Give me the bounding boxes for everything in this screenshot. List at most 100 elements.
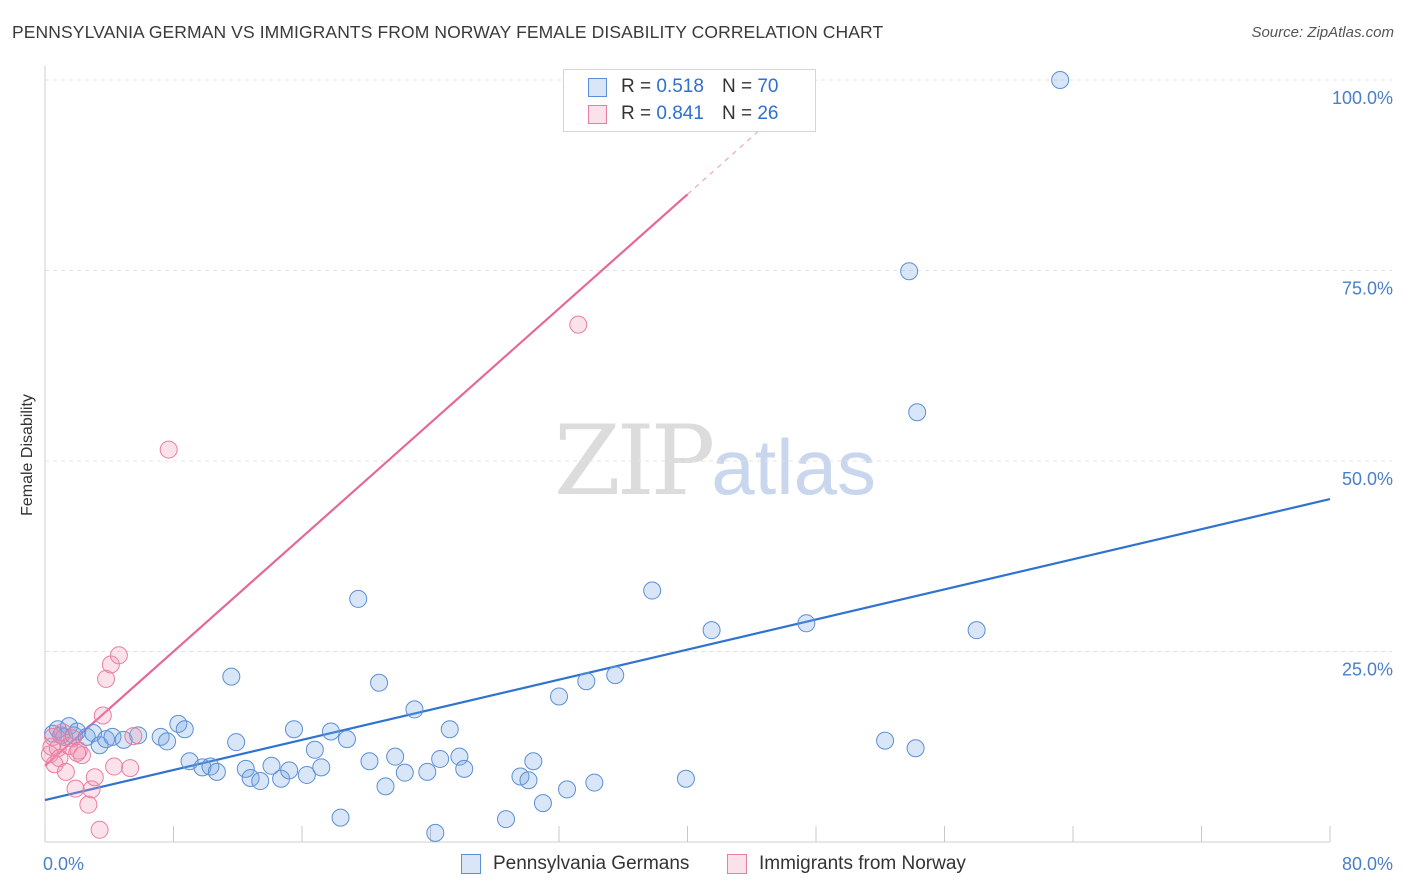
pennsylvania-german-point [440,720,459,739]
pennsylvania-german-point [533,794,552,813]
pennsylvania-german-point [241,768,260,787]
pennsylvania-german-point [908,403,927,422]
watermark: ZIPatlas [554,405,876,517]
norway-immigrant-point [124,727,143,746]
norway-immigrant-point [105,757,124,776]
norway-immigrant-point [109,646,128,665]
legend-n-label: N = [721,76,753,97]
pennsylvania-german-point [1051,71,1070,89]
pennsylvania-german-point [321,722,340,741]
norway-immigrant-point [569,315,588,334]
chart-title: PENNSYLVANIA GERMAN VS IMMIGRANTS FROM N… [12,22,884,42]
pennsylvania-german-point [207,762,226,781]
norway-immigrant-trend-line [44,193,689,767]
norway-immigrant-point [79,795,98,814]
norway-immigrant-point [72,746,91,765]
pennsylvania-german-point [606,666,625,685]
y-tick-label: 50.0% [1342,469,1393,489]
legend-swatch-blue [588,77,607,97]
bottom-legend-swatch-pink [727,854,747,874]
norway-immigrant-point [68,743,87,762]
pennsylvania-german-point [297,765,316,784]
legend-row-pennsylvania-germans: R = 0.518 N = 70 [588,76,778,98]
legend-r-label: R = [621,103,652,124]
grid-lines [45,79,1392,652]
norway-immigrant-point [90,820,109,839]
y-tick-label: 100.0% [1332,88,1393,108]
pennsylvania-german-point [386,747,405,766]
pennsylvania-german-point [360,752,379,771]
pennsylvania-german-point [151,727,170,746]
tick-labels: 25.0% 50.0% 75.0% 100.0% 0.0% 80.0% [43,88,1393,874]
bottom-legend-immigrants-from-norway: Immigrants from Norway [727,852,966,876]
pennsylvania-german-point [129,726,148,745]
pennsylvania-german-point [349,589,368,608]
pennsylvania-german-point [426,823,445,842]
pennsylvania-german-point [370,673,389,692]
bottom-legend-label: Pennsylvania Germans [493,853,690,874]
pennsylvania-german-point [906,739,925,758]
norway-immigrant-point [121,759,140,778]
pennsylvania-german-point [643,581,662,600]
pennsylvania-german-point [284,720,303,739]
pennsylvania-german-point [395,763,414,782]
pennsylvania-german-point [236,759,255,778]
pennsylvania-german-point [305,740,324,759]
pennsylvania-german-point [876,731,895,750]
data-points [40,71,1070,842]
pennsylvania-german-point [405,700,424,719]
trend-lines [44,79,1331,802]
pennsylvania-german-point [312,758,331,777]
legend-n-value: 26 [757,103,779,124]
pennsylvania-german-point [431,749,450,768]
pennsylvania-german-trend-line [44,498,1331,802]
pennsylvania-german-point [558,780,577,799]
pennsylvania-german-point [676,769,695,788]
pennsylvania-german-point [222,667,241,686]
legend-r-value: 0.518 [656,76,704,97]
norway-immigrant-point [56,762,75,781]
legend-n-value: 70 [757,76,779,97]
pennsylvania-german-point [158,732,177,751]
y-tick-label: 25.0% [1342,660,1393,680]
pennsylvania-german-point [103,727,122,746]
x-tick-label-max: 80.0% [1342,854,1393,874]
watermark-atlas: atlas [711,423,876,511]
pennsylvania-german-point [262,756,281,775]
pennsylvania-german-point [280,761,299,780]
pennsylvania-german-point [524,752,543,771]
legend-n-label: N = [721,103,753,124]
pennsylvania-german-point [577,672,596,691]
norway-immigrant-point [97,669,116,688]
pennsylvania-german-point [519,771,538,790]
norway-immigrant-point [66,779,85,798]
axes [44,66,1331,843]
pennsylvania-german-point [376,777,395,796]
pennsylvania-german-point [702,621,721,640]
norway-immigrant-point [93,706,112,725]
pennsylvania-german-point [114,730,133,749]
legend-swatch-pink [588,104,607,124]
pennsylvania-german-point [797,614,816,633]
legend-r-label: R = [621,76,652,97]
source-label: Source: ZipAtlas.com [1251,24,1394,41]
pennsylvania-german-point [967,621,986,640]
pennsylvania-german-point [550,687,568,706]
pennsylvania-german-point [585,773,604,792]
correlation-legend: R = 0.518 N = 70 R = 0.841 N = 26 [563,69,816,132]
bottom-legend-label: Immigrants from Norway [759,853,966,874]
pennsylvania-german-point [251,772,270,791]
pennsylvania-german-point [227,733,246,752]
norway-immigrant-point [85,768,104,787]
x-tick-label-min: 0.0% [43,854,84,874]
pennsylvania-german-point [496,810,515,829]
legend-row-immigrants-from-norway: R = 0.841 N = 26 [588,103,778,125]
norway-immigrant-point [159,440,178,459]
pennsylvania-german-point [175,720,194,739]
bottom-legend-swatch-blue [461,854,481,874]
legend-r-value: 0.841 [656,103,704,124]
bottom-legend-pennsylvania-germans: Pennsylvania Germans [461,852,689,876]
pennsylvania-german-point [455,759,474,778]
pennsylvania-german-point [900,262,919,281]
